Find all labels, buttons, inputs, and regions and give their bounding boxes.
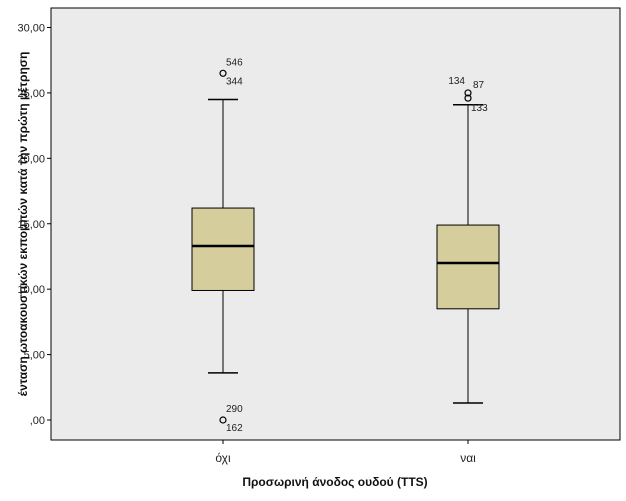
outlier-point: [219, 69, 227, 77]
plot-area: [50, 7, 621, 441]
outlier-label: 546: [226, 57, 243, 68]
outlier-label: 134: [448, 76, 465, 87]
y-axis: ,00 5,00 10,00 15,00 20,00 25,00 30,00: [17, 23, 51, 427]
outlier-point: [464, 94, 472, 102]
y-axis-title: ένταση ωτοακουστικών εκπομπών κατά την π…: [16, 52, 30, 397]
outlier-label: 290: [226, 404, 243, 415]
outlier-point: [464, 89, 472, 97]
outlier-label: 87: [473, 80, 485, 91]
x-category-label: όχι: [215, 451, 231, 465]
outlier-label: 133: [471, 103, 488, 114]
y-tick-label: 30,00: [17, 23, 45, 35]
y-tick-label: ,00: [30, 415, 45, 427]
y-tick-label: 10,00: [17, 284, 45, 296]
y-tick-label: 25,00: [17, 88, 45, 100]
outlier-point: [219, 416, 227, 424]
iqr-box: [436, 224, 500, 310]
box-group-1: [191, 69, 255, 424]
outlier-label: 344: [226, 76, 243, 87]
box-group-2: [436, 89, 500, 404]
x-category-label: ναι: [460, 451, 476, 465]
iqr-box: [191, 207, 255, 291]
x-axis-title: Προσωρινή άνοδος ουδού (TTS): [242, 475, 427, 489]
y-tick-label: 20,00: [17, 153, 45, 165]
x-axis: όχι ναι: [215, 440, 476, 465]
outlier-label: 162: [226, 423, 243, 434]
y-tick-label: 5,00: [24, 350, 45, 362]
y-tick-label: 15,00: [17, 219, 45, 231]
boxes: 546 344 290 162 134 87 133: [191, 57, 500, 434]
